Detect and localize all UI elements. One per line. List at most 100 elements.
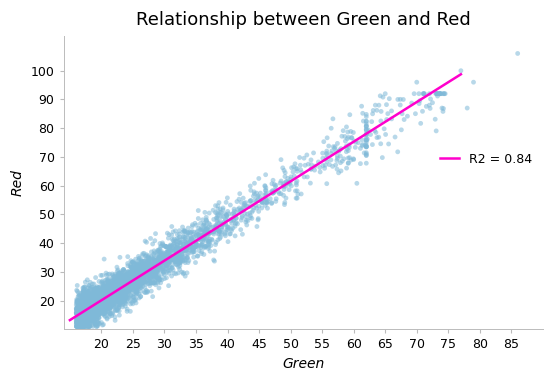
Point [177, 252, 186, 258]
Point [229, 210, 238, 216]
Point [84, 324, 93, 330]
Point [88, 291, 97, 297]
Point [79, 324, 88, 330]
Point [96, 299, 105, 305]
Point [221, 220, 230, 227]
Point [110, 276, 119, 282]
Point [93, 312, 102, 318]
Point [91, 296, 100, 302]
Point [81, 295, 90, 301]
Point [74, 303, 83, 309]
Point [118, 294, 127, 300]
Point [127, 283, 136, 289]
Point [126, 292, 135, 298]
Point [279, 182, 288, 188]
Point [153, 276, 162, 282]
Point [94, 311, 103, 317]
Point [118, 287, 127, 293]
Point [107, 280, 116, 286]
Point [173, 242, 182, 248]
Point [88, 304, 96, 310]
Point [77, 317, 86, 324]
Point [237, 227, 245, 233]
Point [74, 317, 83, 323]
Point [127, 282, 136, 288]
Point [98, 286, 107, 292]
Point [80, 309, 89, 316]
Point [110, 298, 119, 304]
Point [75, 312, 84, 318]
Point [157, 266, 166, 272]
Point [156, 262, 165, 269]
Point [107, 283, 116, 289]
Point [75, 303, 84, 309]
Point [90, 317, 99, 323]
Point [80, 308, 89, 314]
Point [99, 284, 107, 290]
Point [190, 239, 199, 245]
Point [107, 299, 116, 305]
Point [141, 271, 150, 277]
Point [289, 164, 298, 170]
Point [347, 135, 356, 141]
Point [76, 314, 85, 320]
Point [173, 245, 182, 251]
Point [127, 299, 136, 306]
Point [88, 306, 97, 312]
Point [74, 302, 83, 308]
Point [217, 214, 226, 220]
Point [78, 313, 86, 319]
Point [96, 299, 105, 305]
Point [171, 238, 180, 244]
Point [75, 320, 84, 326]
Point [74, 321, 83, 327]
Point [184, 250, 193, 256]
Point [121, 279, 130, 285]
Point [113, 298, 122, 304]
Point [124, 269, 132, 275]
Point [333, 140, 342, 146]
Point [154, 260, 163, 266]
Point [86, 300, 95, 306]
Point [222, 212, 231, 218]
Point [132, 287, 141, 293]
Point [83, 302, 91, 308]
Point [151, 282, 160, 288]
Point [154, 278, 163, 284]
Point [188, 249, 197, 255]
Point [73, 306, 81, 312]
Point [162, 256, 171, 262]
Point [342, 143, 351, 149]
Point [90, 301, 99, 308]
Point [121, 288, 130, 294]
Point [110, 274, 119, 280]
Point [80, 315, 89, 321]
Point [104, 285, 113, 291]
Point [291, 165, 300, 172]
Point [162, 257, 171, 264]
Point [344, 160, 353, 166]
Point [94, 314, 103, 320]
Point [110, 283, 119, 289]
Point [77, 307, 86, 313]
Point [287, 165, 296, 171]
Point [124, 283, 133, 289]
Point [73, 316, 82, 322]
Point [100, 286, 109, 292]
Point [157, 253, 166, 259]
Point [182, 242, 191, 248]
Point [116, 285, 125, 291]
Point [215, 228, 224, 234]
Point [94, 295, 102, 301]
Point [130, 282, 138, 288]
Point [143, 257, 152, 263]
Point [78, 322, 86, 329]
Point [74, 308, 83, 314]
Point [173, 256, 182, 262]
Point [88, 315, 96, 321]
Point [83, 294, 91, 300]
Point [125, 283, 134, 290]
Point [107, 285, 116, 291]
Point [137, 257, 146, 263]
Point [356, 160, 365, 167]
